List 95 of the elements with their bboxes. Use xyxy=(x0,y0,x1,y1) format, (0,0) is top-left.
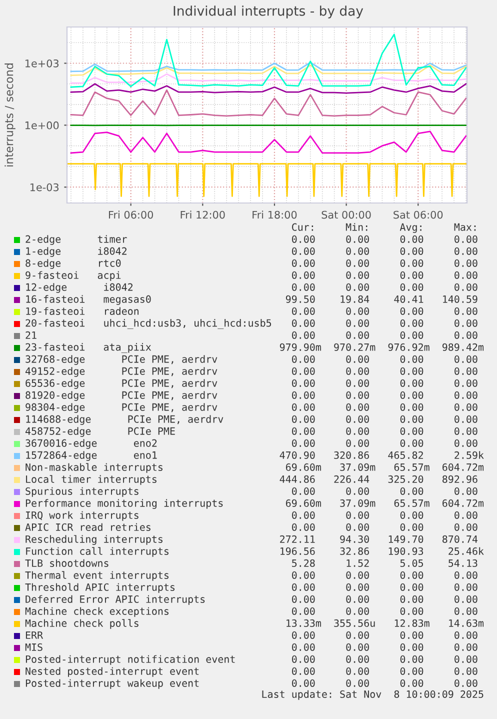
legend-label: Spurious interrupts xyxy=(26,487,138,497)
text: 0.00 0.00 0.00 0.00 xyxy=(292,355,478,363)
legend-label: 49152-edge PCIe PME, aerdrv xyxy=(26,367,218,377)
legend-label: Machine check polls xyxy=(25,619,138,629)
legend-label: Rescheduling interrupts xyxy=(26,535,162,545)
legend-label: 114688-edge PCIe PME, aerdrv xyxy=(26,415,224,425)
text: 470.90 320.86 465.82 2.59k xyxy=(280,451,484,459)
x-tick-label: Fri 12:00 xyxy=(180,210,225,219)
line-series xyxy=(70,62,467,72)
text: 0.00 0.00 0.00 0.00 xyxy=(292,379,478,387)
chart-title: Individual interrupts - by day xyxy=(174,6,364,18)
legend-label: 2-edge timer xyxy=(26,235,127,245)
legend-label: IRQ work interrupts xyxy=(26,511,138,521)
y-tick-label: 1e+03 xyxy=(25,59,59,68)
legend-label: Thermal event interrupts xyxy=(25,571,168,581)
legend-label: APIC ICR read retries xyxy=(25,523,150,531)
legend-label: Deferred Error APIC interrupts xyxy=(26,595,205,605)
legend-label: 21 xyxy=(26,331,36,339)
legend-label: Function call interrupts xyxy=(26,547,168,557)
text: 69.60m 37.09m 65.57m 604.72m xyxy=(286,499,484,507)
text: Cur: Min: Avg: Max: xyxy=(292,223,476,233)
line-series xyxy=(70,130,467,154)
legend-label: 98304-edge PCIe PME, aerdrv xyxy=(26,403,218,413)
text: 0.00 0.00 0.00 0.00 xyxy=(292,607,478,615)
text: 13.33m 355.56u 12.83m 14.63m xyxy=(286,619,484,627)
text: 0.00 0.00 0.00 0.00 xyxy=(292,307,478,315)
line-series xyxy=(70,64,467,76)
legend-label: 1572864-edge eno1 xyxy=(26,451,157,461)
text: 0.00 0.00 0.00 0.00 xyxy=(292,319,478,327)
text: 0.00 0.00 0.00 0.00 xyxy=(292,571,478,579)
text: 0.00 0.00 0.00 0.00 xyxy=(292,595,478,603)
legend-label: Nested posted-interrupt event xyxy=(26,667,199,677)
legend-label: 32768-edge PCIe PME, aerdrv xyxy=(26,355,218,365)
text: 0.00 0.00 0.00 0.00 xyxy=(292,439,478,447)
text: 0.00 0.00 0.00 0.00 xyxy=(292,259,478,267)
text: 0.00 0.00 0.00 0.00 xyxy=(292,331,478,339)
legend-label: 19-fasteoi radeon xyxy=(26,307,138,315)
text: 0.00 0.00 0.00 0.00 xyxy=(292,667,478,675)
text: 0.00 0.00 0.00 0.00 xyxy=(292,283,478,291)
text: 0.00 0.00 0.00 0.00 xyxy=(292,631,478,639)
x-tick-label: Fri 06:00 xyxy=(108,210,154,219)
legend-label: 65536-edge PCIe PME, aerdrv xyxy=(26,379,218,389)
line-series xyxy=(70,73,467,84)
legend-label: Local timer interrupts xyxy=(26,475,156,485)
text: 0.00 0.00 0.00 0.00 xyxy=(292,643,478,651)
text: 69.60m 37.09m 65.57m 604.72m xyxy=(286,463,484,471)
text: 272.11 94.30 149.70 870.74 xyxy=(280,535,478,543)
legend-label: Threshold APIC interrupts xyxy=(25,583,175,593)
legend-label: Performance monitoring interrupts xyxy=(26,499,223,509)
legend-label: TLB shootdowns xyxy=(25,559,108,567)
legend-label: 458752-edge PCIe PME xyxy=(26,427,175,437)
text: 0.00 0.00 0.00 0.00 xyxy=(292,247,478,255)
legend-label: Posted-interrupt notification event xyxy=(26,655,235,665)
legend-label: 16-fasteoi megasas0 xyxy=(26,295,151,305)
text: 0.00 0.00 0.00 0.00 xyxy=(292,511,478,519)
text: 99.50 19.84 40.41 140.59 xyxy=(286,295,478,303)
text: 0.00 0.00 0.00 0.00 xyxy=(292,235,478,243)
text: 0.00 0.00 0.00 0.00 xyxy=(292,391,478,399)
text: 0.00 0.00 0.00 0.00 xyxy=(292,523,478,531)
legend-label: 12-edge i8042 xyxy=(26,283,133,293)
text: 444.86 226.44 325.20 892.96 xyxy=(280,475,478,483)
y-tick-label: 1e+00 xyxy=(25,121,59,130)
text: 979.90m 970.27m 976.92m 989.42m xyxy=(280,343,484,351)
x-tick-label: Sat 06:00 xyxy=(394,210,443,219)
text: Last update: Sat Nov 8 10:00:09 2025 xyxy=(262,690,484,700)
x-tick-label: Fri 18:00 xyxy=(252,210,297,219)
text: 0.00 0.00 0.00 0.00 xyxy=(292,271,478,279)
legend-label: 3670016-edge eno2 xyxy=(26,439,157,449)
line-series xyxy=(70,83,467,94)
legend-label: 23-fasteoi ata_piix xyxy=(26,343,152,353)
legend-label: ERR xyxy=(26,631,44,639)
legend-label: 20-fasteoi uhci_hcd:usb3, uhci_hcd:usb5 xyxy=(26,319,272,329)
text: 0.00 0.00 0.00 0.00 xyxy=(292,367,478,375)
line-series xyxy=(70,34,467,88)
y-tick-label: 1e-03 xyxy=(30,183,59,192)
legend-label: Machine check exceptions xyxy=(25,607,168,617)
legend-label: 81920-edge PCIe PME, aerdrv xyxy=(26,391,218,401)
text: 0.00 0.00 0.00 0.00 xyxy=(292,655,478,663)
text: 0.00 0.00 0.00 0.00 xyxy=(292,427,478,435)
text: 0.00 0.00 0.00 0.00 xyxy=(292,415,478,423)
legend-label: Posted-interrupt wakeup event xyxy=(26,679,199,689)
text: 5.28 1.52 5.05 54.13 xyxy=(292,559,478,567)
y-axis-title: interrupts / second xyxy=(4,64,16,166)
legend-label: Non-maskable interrupts xyxy=(26,463,162,473)
line-series xyxy=(70,89,467,117)
text: 196.56 32.86 190.93 25.46k xyxy=(280,547,484,555)
legend-label: MIS xyxy=(25,643,42,651)
legend-label: 9-fasteoi acpi xyxy=(26,271,121,281)
legend-label: 1-edge i8042 xyxy=(26,247,126,257)
text: 0.00 0.00 0.00 0.00 xyxy=(292,679,478,687)
text: 0.00 0.00 0.00 0.00 xyxy=(292,487,478,495)
x-tick-label: Sat 00:00 xyxy=(322,210,371,219)
text: 0.00 0.00 0.00 0.00 xyxy=(292,403,478,411)
legend-label: 8-edge rtc0 xyxy=(26,259,121,269)
text: 0.00 0.00 0.00 0.00 xyxy=(292,583,478,591)
